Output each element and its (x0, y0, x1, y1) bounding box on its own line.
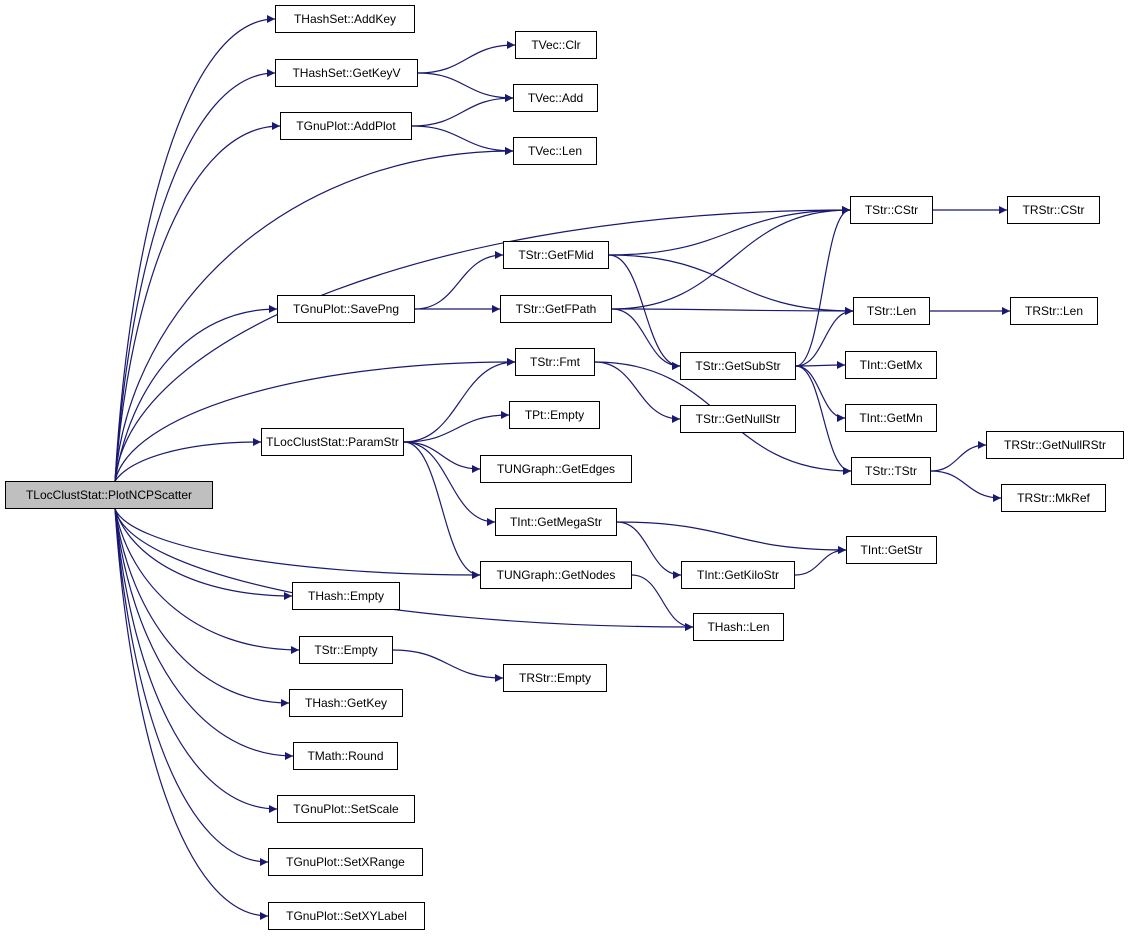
node-s-len[interactable]: TStr::Len (853, 297, 930, 325)
edge-s-getfpath-to-s-len (611, 306, 854, 315)
node-s-getsubstr[interactable]: TStr::GetSubStr (680, 352, 796, 380)
edge-root-to-gp-setscale (114, 508, 278, 813)
edge-s-getfpath-to-s-cstr (611, 206, 851, 310)
edge-root-to-s-empty (114, 508, 300, 654)
node-v-add[interactable]: TVec::Add (513, 84, 598, 112)
edge-lcs-paramstr-to-i-getmegastr (403, 441, 496, 526)
node-rs-cstr[interactable]: TRStr::CStr (1007, 196, 1100, 224)
edge-root-to-v-len (114, 147, 514, 482)
edge-s-getsubstr-to-i-getmx (795, 361, 846, 370)
node-h-getkey[interactable]: THash::GetKey (289, 689, 403, 717)
node-gp-addplot[interactable]: TGnuPlot::AddPlot (280, 112, 412, 140)
edge-root-to-s-fmt (114, 358, 516, 482)
node-hs-getkeyv[interactable]: THashSet::GetKeyV (275, 59, 418, 87)
node-rs-len[interactable]: TRStr::Len (1010, 297, 1098, 325)
node-s-fmt[interactable]: TStr::Fmt (515, 348, 595, 376)
node-gp-setxylabel[interactable]: TGnuPlot::SetXYLabel (268, 902, 425, 930)
edge-root-to-h-empty (114, 508, 293, 600)
edge-s-fmt-to-s-getnullstr (594, 361, 681, 423)
edge-root-to-h-getkey (114, 508, 290, 707)
edge-lcs-paramstr-to-ug-getnodes (403, 441, 481, 579)
edge-s-empty-to-rs-empty (392, 649, 504, 682)
node-h-empty[interactable]: THash::Empty (292, 582, 400, 610)
edge-root-to-ug-getnodes (114, 508, 481, 579)
node-gp-setxrange[interactable]: TGnuPlot::SetXRange (268, 848, 423, 876)
node-ug-getnodes[interactable]: TUNGraph::GetNodes (480, 561, 632, 589)
node-v-clr[interactable]: TVec::Clr (515, 31, 597, 59)
node-lcs-paramstr[interactable]: TLocClustStat::ParamStr (261, 428, 404, 456)
edge-lcs-paramstr-to-ug-getedges (403, 441, 481, 473)
edge-root-to-s-cstr (114, 206, 851, 482)
node-m-round[interactable]: TMath::Round (293, 742, 398, 770)
node-i-getmx[interactable]: TInt::GetMx (845, 351, 937, 379)
node-pt-empty[interactable]: TPt::Empty (509, 401, 600, 429)
edge-s-getfmid-to-s-cstr (608, 206, 851, 256)
node-ug-getedges[interactable]: TUNGraph::GetEdges (480, 455, 632, 483)
node-i-getmegastr[interactable]: TInt::GetMegaStr (495, 508, 617, 536)
edge-lcs-paramstr-to-s-fmt (403, 358, 516, 443)
node-hs-addkey[interactable]: THashSet::AddKey (275, 5, 415, 33)
edge-root-to-hs-addkey (114, 15, 276, 482)
node-s-getfmid[interactable]: TStr::GetFMid (503, 241, 609, 269)
edge-lcs-paramstr-to-pt-empty (403, 411, 510, 443)
edge-root-to-hs-getkeyv (114, 69, 276, 482)
node-s-getfpath[interactable]: TStr::GetFPath (500, 295, 612, 323)
edge-i-getmegastr-to-i-getstr (616, 521, 847, 554)
node-s-getnullstr[interactable]: TStr::GetNullStr (680, 405, 796, 433)
edge-s-getsubstr-to-s-cstr (795, 206, 851, 367)
edge-s-getfpath-to-s-getsubstr (611, 308, 681, 370)
node-gp-setscale[interactable]: TGnuPlot::SetScale (277, 795, 415, 823)
node-s-cstr[interactable]: TStr::CStr (850, 196, 933, 224)
node-h-len[interactable]: THash::Len (693, 613, 784, 641)
edge-hs-getkeyv-to-v-add (417, 72, 514, 102)
node-v-len[interactable]: TVec::Len (513, 137, 597, 165)
node-s-tstr[interactable]: TStr::TStr (851, 457, 931, 485)
edge-root-to-gp-setxylabel (114, 508, 269, 920)
node-s-empty[interactable]: TStr::Empty (299, 636, 393, 664)
edge-hs-getkeyv-to-v-clr (417, 41, 516, 74)
edge-i-getmegastr-to-i-getkilostr (616, 521, 682, 579)
edge-s-getsubstr-to-i-getmn (795, 365, 846, 422)
edge-s-getsubstr-to-s-len (795, 307, 854, 367)
edge-s-tstr-to-rs-mkref (930, 470, 1002, 502)
edge-s-tstr-to-rs-getnullrstr (930, 441, 987, 472)
edge-ug-getnodes-to-h-len (631, 574, 694, 631)
edge-i-getkilostr-to-i-getstr (794, 546, 847, 576)
edge-s-getsubstr-to-s-tstr (795, 365, 852, 475)
edge-root-to-gp-setxrange (114, 508, 269, 866)
edge-s-getfmid-to-s-len (608, 254, 854, 315)
edge-root-to-lcs-paramstr (114, 438, 262, 482)
edge-root-to-gp-addplot (114, 122, 281, 482)
edge-root-to-gp-savepng (114, 305, 278, 482)
edge-s-getfmid-to-s-getsubstr (608, 254, 681, 370)
node-rs-empty[interactable]: TRStr::Empty (503, 664, 607, 692)
edge-gp-addplot-to-v-add (411, 94, 514, 127)
node-i-getmn[interactable]: TInt::GetMn (845, 404, 937, 432)
node-i-getstr[interactable]: TInt::GetStr (846, 536, 937, 564)
edge-gp-addplot-to-v-len (411, 125, 514, 155)
node-root[interactable]: TLocClustStat::PlotNCPScatter (5, 481, 213, 509)
edge-gp-savepng-to-s-getfmid (414, 251, 504, 310)
node-rs-mkref[interactable]: TRStr::MkRef (1001, 484, 1106, 512)
edge-root-to-m-round (114, 508, 294, 760)
node-gp-savepng[interactable]: TGnuPlot::SavePng (277, 295, 415, 323)
node-i-getkilostr[interactable]: TInt::GetKiloStr (681, 561, 795, 589)
node-rs-getnullrstr[interactable]: TRStr::GetNullRStr (986, 431, 1124, 459)
